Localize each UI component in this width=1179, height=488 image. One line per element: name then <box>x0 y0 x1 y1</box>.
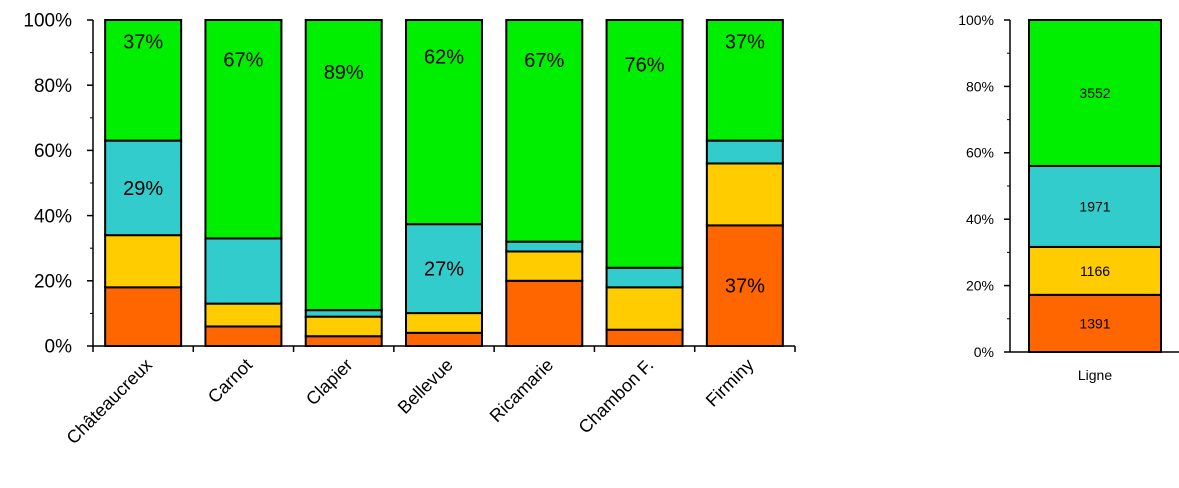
bar-segment <box>304 335 383 348</box>
x-category-label: Clapier <box>302 355 356 409</box>
x-category-label: Bellevue <box>394 355 457 418</box>
bar-segment <box>405 331 483 347</box>
bar-segment <box>204 302 283 328</box>
bar-segment <box>505 279 584 347</box>
y-tick-label: 0% <box>974 344 994 360</box>
bar-data-label: 3552 <box>1079 85 1110 101</box>
bar-data-label: 67% <box>524 50 564 72</box>
y-tick-label: 100% <box>23 11 72 32</box>
bar-data-label: 1166 <box>1080 263 1110 279</box>
bar-segment <box>1028 164 1162 248</box>
y-tick-label: 100% <box>958 12 994 28</box>
bar-segment <box>1028 19 1162 167</box>
bar-segment <box>304 315 383 338</box>
bar-segment <box>705 19 784 142</box>
y-tick-label: 20% <box>34 271 72 292</box>
bar-segment <box>705 162 784 227</box>
bar-segment <box>705 139 784 165</box>
bar-segment <box>304 19 383 312</box>
chart-2: 0% 20% 40% 60% 80% 100% 1391 1166 1971 3552 Ligne <box>958 12 1179 383</box>
y-tick-label: 80% <box>34 76 72 97</box>
bar-segment <box>204 19 283 240</box>
bar-segment <box>405 19 483 226</box>
y-tick-label: 20% <box>966 278 994 294</box>
bar-segment <box>104 139 183 237</box>
bar-data-label: 62% <box>424 47 464 69</box>
x-category-label: Chambon F. <box>575 355 658 438</box>
x-category-label: Ricamarie <box>486 355 557 426</box>
bar-segment <box>505 250 584 282</box>
bar-segment <box>605 266 684 289</box>
bar-segment <box>605 328 684 348</box>
y-tick-label: 60% <box>966 145 994 161</box>
bar-data-label: 1391 <box>1079 315 1110 331</box>
bar-segment <box>204 237 283 305</box>
y-tick-label: 0% <box>45 337 73 358</box>
bar-data-label: 76% <box>625 55 665 77</box>
bar-data-label: 37% <box>725 32 765 54</box>
bar-segment <box>1028 293 1162 354</box>
bar-segment <box>605 286 684 331</box>
bar-segment <box>505 240 584 253</box>
bar-data-label: 27% <box>424 259 464 281</box>
bar-data-label: 89% <box>324 62 364 84</box>
x-category-label: Ligne <box>1078 367 1112 383</box>
y-tick-label: 60% <box>34 141 72 162</box>
bar-segment <box>605 19 684 269</box>
bar-data-label: 37% <box>123 32 163 54</box>
x-category-label: Châteaucreux <box>63 355 156 448</box>
bar-segment <box>104 19 183 142</box>
x-category-label: Firminy <box>702 355 758 411</box>
bar-segment <box>705 224 784 348</box>
x-category-label: Carnot <box>204 355 256 407</box>
bar-segment <box>405 312 483 334</box>
y-tick-label: 80% <box>966 78 994 94</box>
bar-data-label: 67% <box>223 49 263 71</box>
bar-segment <box>104 286 183 348</box>
bar-segment <box>1028 245 1162 296</box>
bar-segment <box>204 325 283 348</box>
bar-segment <box>104 234 183 289</box>
bar-data-label: 37% <box>725 276 765 298</box>
y-tick-label: 40% <box>966 211 994 227</box>
y-tick-label: 40% <box>34 206 72 227</box>
bar-data-label: 1971 <box>1079 198 1110 214</box>
bar-data-label: 29% <box>123 178 163 200</box>
bar-segment <box>505 19 584 243</box>
chart-1: 0% 20% 40% 60% 80% 100% 29% 37% Châteaucreux 67% C… <box>23 11 796 448</box>
